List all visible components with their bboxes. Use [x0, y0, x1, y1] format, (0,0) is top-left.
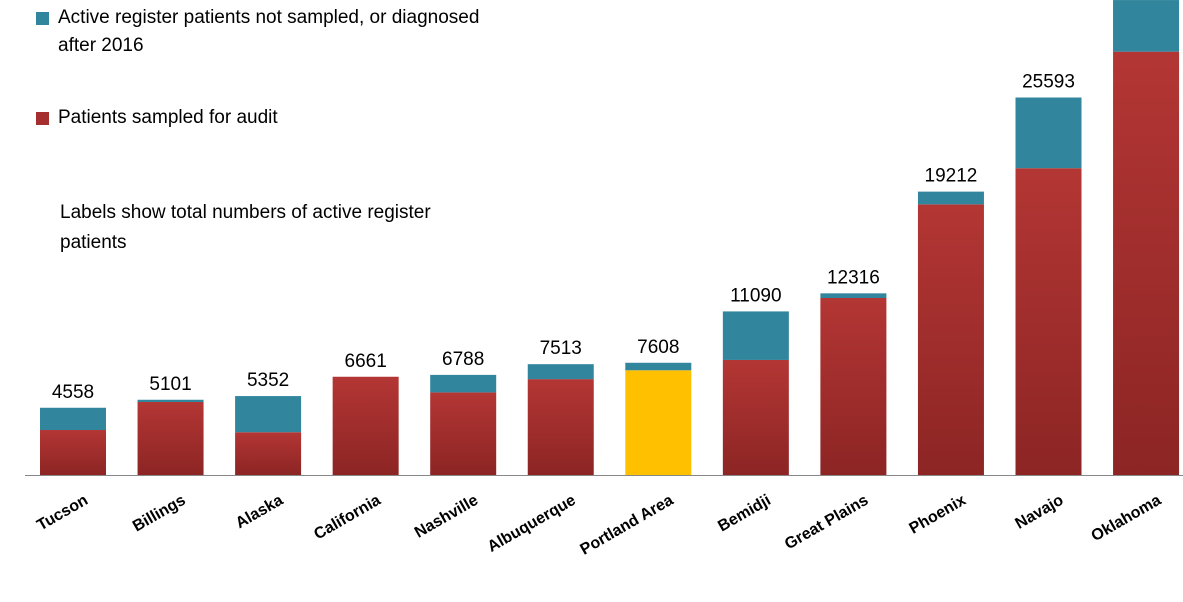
bar-segment — [1113, 0, 1180, 52]
bar-segment — [722, 311, 789, 360]
bar-segment — [917, 191, 984, 205]
x-tick-label: Alaska — [233, 492, 286, 533]
legend-label: Active register patients not sampled, or… — [58, 7, 480, 56]
x-tick-label: Nashville — [412, 492, 481, 542]
bar-segment — [40, 407, 106, 431]
bar-segment — [722, 359, 789, 475]
x-tick-label: California — [311, 492, 383, 544]
bar-segment — [625, 370, 692, 475]
annotation: Labels show total numbers of active regi… — [60, 202, 431, 253]
total-label: 19212 — [925, 166, 978, 187]
bar-segment — [820, 298, 887, 475]
x-tick-label: Great Plains — [782, 492, 871, 553]
bar-segment — [1113, 51, 1180, 476]
x-tick-label: Bemidji — [715, 492, 774, 536]
bar-segment — [235, 396, 302, 433]
bar-segment — [1015, 97, 1082, 169]
x-tick-label: Navajo — [1013, 492, 1067, 533]
legend-label: Patients sampled for audit — [58, 107, 278, 128]
bars — [40, 0, 1180, 476]
total-label: 25593 — [1022, 72, 1075, 93]
bar-segment — [235, 432, 302, 475]
total-label: 7513 — [540, 338, 582, 359]
legend-item: Patients sampled for audit — [36, 104, 496, 132]
bar-segment — [527, 379, 594, 475]
bar-segment — [332, 376, 399, 475]
bar-segment — [820, 293, 887, 298]
x-tick-label: Portland Area — [577, 492, 676, 559]
bar-segment — [625, 362, 692, 371]
total-label: 4558 — [52, 382, 94, 403]
total-label: 5352 — [247, 370, 289, 391]
total-label: 7608 — [637, 337, 679, 358]
bar-segment — [137, 399, 204, 402]
total-label: 6661 — [345, 351, 387, 372]
x-tick-label: Phoenix — [907, 492, 969, 538]
legend-item: Active register patients not sampled, or… — [36, 4, 496, 60]
total-label: 11090 — [730, 285, 781, 306]
x-tick-label: Billings — [130, 492, 189, 536]
total-label: 5101 — [149, 374, 191, 395]
total-label: 6788 — [442, 349, 484, 370]
bar-segment — [527, 364, 594, 380]
bar-segment — [1015, 168, 1082, 475]
bar-segment — [430, 374, 497, 393]
total-label: 12316 — [827, 267, 880, 288]
bar-segment — [40, 430, 106, 475]
bar-segment — [430, 392, 497, 475]
bar-segment — [137, 401, 204, 475]
x-tick-label: Tucson — [34, 492, 91, 535]
x-tick-label: Albuquerque — [485, 492, 579, 556]
legend-swatch — [36, 112, 49, 125]
x-tick-label: Oklahoma — [1089, 492, 1165, 545]
legend-swatch — [36, 12, 49, 25]
bar-segment — [917, 204, 984, 475]
